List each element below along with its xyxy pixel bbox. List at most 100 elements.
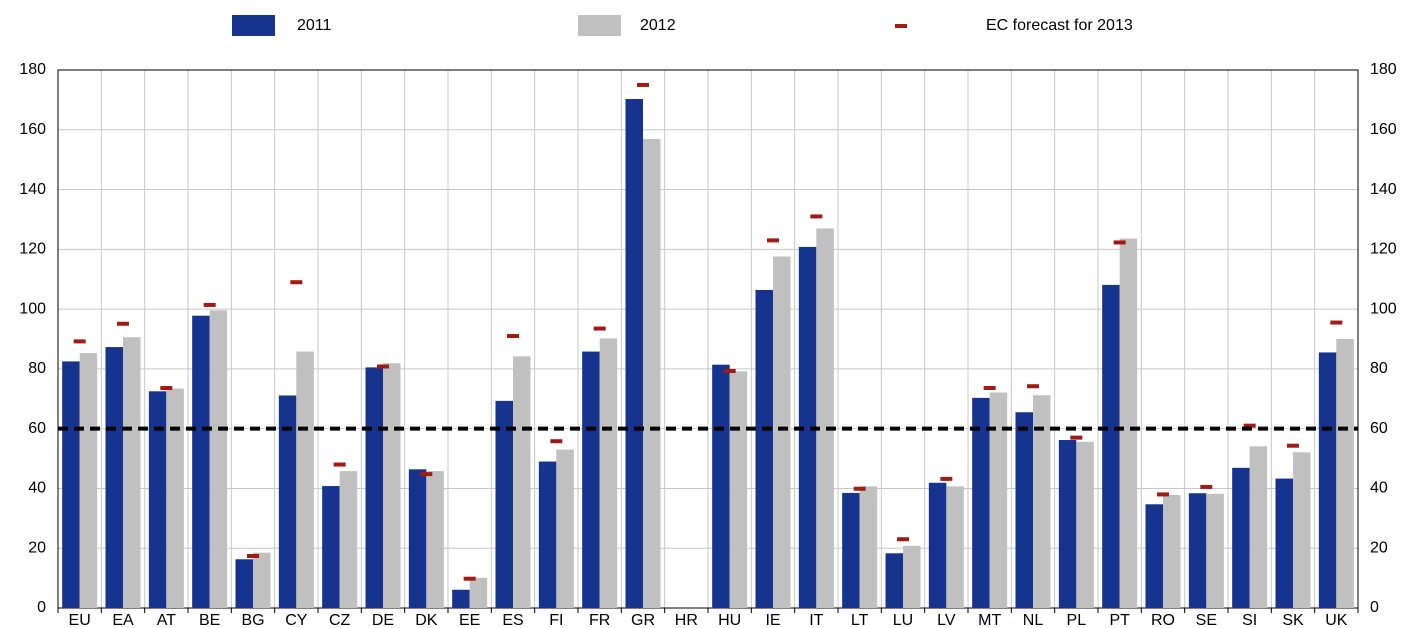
bar xyxy=(1275,478,1293,608)
bar xyxy=(729,371,748,608)
bar xyxy=(365,367,383,608)
bar xyxy=(1145,504,1163,608)
bar xyxy=(972,397,990,608)
y-tick-label: 20 xyxy=(28,539,46,556)
forecast-dash xyxy=(1070,435,1083,440)
forecast-dash xyxy=(247,553,259,558)
bar xyxy=(123,337,141,608)
forecast-dash xyxy=(1027,384,1039,389)
forecast-dash xyxy=(1287,443,1299,448)
y-tick-label: 60 xyxy=(28,420,46,437)
bar xyxy=(1336,339,1354,608)
legend-swatch xyxy=(578,15,621,36)
bar xyxy=(599,338,618,608)
bar xyxy=(1188,493,1207,608)
bar xyxy=(1249,446,1268,608)
bar xyxy=(712,364,730,608)
y2-tick-label: 60 xyxy=(1370,420,1388,437)
bar xyxy=(79,353,98,608)
forecast-dash xyxy=(983,386,996,391)
bar xyxy=(946,486,964,608)
bar xyxy=(755,289,773,608)
bar xyxy=(1033,395,1051,608)
forecast-dash xyxy=(1330,320,1343,325)
bar xyxy=(408,469,427,608)
x-tick-label: MT xyxy=(978,612,1001,628)
bar xyxy=(556,449,574,608)
bar xyxy=(105,347,123,608)
y-tick-label: 180 xyxy=(19,61,46,78)
forecast-dash xyxy=(203,302,216,307)
bar xyxy=(1076,441,1094,608)
bar xyxy=(816,228,834,608)
forecast-dash xyxy=(1200,484,1213,489)
bar xyxy=(1206,493,1224,608)
x-tick-label: GR xyxy=(631,612,655,628)
bar xyxy=(253,552,271,608)
x-tick-label: IT xyxy=(809,612,823,628)
forecast-dash xyxy=(290,280,303,285)
x-tick-label: SE xyxy=(1196,612,1217,628)
y2-tick-label: 20 xyxy=(1370,539,1388,556)
bar xyxy=(1058,440,1077,608)
bar xyxy=(148,391,167,608)
bar xyxy=(469,577,488,608)
y2-tick-label: 40 xyxy=(1370,480,1388,497)
x-tick-label: IE xyxy=(765,612,780,628)
bar xyxy=(235,559,253,608)
forecast-dash xyxy=(333,462,346,467)
legend-label: EC forecast for 2013 xyxy=(986,17,1133,34)
x-tick-label: FR xyxy=(589,612,610,628)
bar xyxy=(1232,467,1250,608)
bar xyxy=(1163,495,1181,608)
forecast-dash xyxy=(1243,423,1256,428)
x-tick-label: DE xyxy=(372,612,394,628)
x-tick-label: EE xyxy=(459,612,480,628)
bar xyxy=(773,256,791,608)
bar xyxy=(278,395,297,608)
forecast-dash xyxy=(507,334,519,339)
x-tick-label: LV xyxy=(937,612,956,628)
x-tick-label: ES xyxy=(502,612,523,628)
forecast-dash xyxy=(897,537,909,542)
bar xyxy=(885,553,903,608)
forecast-dash xyxy=(160,386,173,391)
bar xyxy=(928,482,947,608)
forecast-dash xyxy=(1113,240,1126,245)
forecast-dash xyxy=(767,238,779,243)
x-tick-label: FI xyxy=(549,612,563,628)
bar xyxy=(1318,352,1337,608)
forecast-dash xyxy=(593,326,606,331)
x-tick-label: DK xyxy=(415,612,438,628)
bar xyxy=(582,351,600,608)
legend-swatch xyxy=(895,24,907,28)
y2-tick-label: 180 xyxy=(1370,61,1397,78)
bar xyxy=(643,139,661,608)
x-tick-label: EU xyxy=(69,612,91,628)
forecast-dash xyxy=(637,82,649,87)
y-tick-label: 80 xyxy=(28,360,46,377)
x-tick-label: HR xyxy=(675,612,698,628)
bar xyxy=(495,400,513,608)
bar xyxy=(192,315,210,608)
forecast-dash xyxy=(853,486,866,491)
forecast-dash xyxy=(463,576,476,581)
x-tick-label: EA xyxy=(112,612,134,628)
y2-tick-label: 0 xyxy=(1370,599,1379,616)
legend-label: 2012 xyxy=(640,17,676,34)
bar xyxy=(1102,284,1120,608)
forecast-dash xyxy=(73,339,86,344)
bar xyxy=(383,363,401,608)
x-tick-label: AT xyxy=(157,612,176,628)
bar xyxy=(426,471,444,608)
bar xyxy=(513,356,531,608)
x-tick-label: SK xyxy=(1282,612,1304,628)
x-tick-label: LU xyxy=(893,612,913,628)
bar xyxy=(859,486,878,608)
y2-tick-label: 100 xyxy=(1370,300,1397,317)
y2-tick-label: 80 xyxy=(1370,360,1388,377)
bar xyxy=(1119,238,1138,608)
x-tick-label: BE xyxy=(199,612,220,628)
bar xyxy=(296,351,314,608)
